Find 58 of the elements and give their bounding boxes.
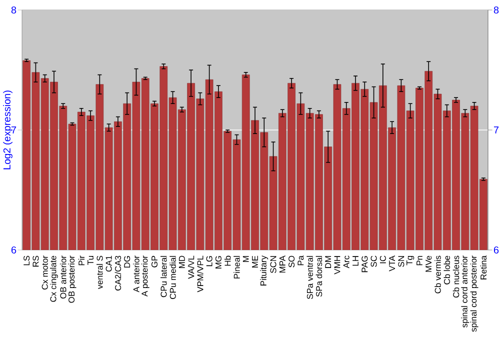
x-tick-label: Cx motor: [42, 256, 48, 290]
x-tick-label: MVe: [426, 256, 432, 272]
x-tick-label: Pineal: [234, 256, 240, 278]
x-tick-label: Pn: [416, 256, 422, 266]
x-tick-label: LH: [352, 256, 358, 266]
x-tick-label: Retina: [480, 255, 487, 280]
x-tick-label: SPa dorsal: [316, 256, 322, 297]
x-tick-label: LS: [24, 256, 30, 266]
x-tick-label: DG: [124, 256, 130, 268]
x-tick-label: A posterior: [141, 256, 150, 297]
x-tick-label: SO: [288, 256, 295, 268]
x-tick-label: LG: [206, 256, 212, 266]
x-tick-label: VA/VL: [188, 256, 194, 279]
x-tick-label: Pa: [298, 255, 304, 266]
x-tick-label: OB posterior: [68, 256, 76, 303]
x-tick-label: ME: [252, 256, 258, 268]
x-tick-label: A anterior: [133, 256, 140, 292]
x-tick-label: VMH: [334, 256, 340, 274]
x-tick-label: ventral S: [96, 256, 103, 289]
x-tick-label: MPA: [279, 255, 286, 273]
x-tick-label: GP: [151, 256, 158, 268]
x-tick-label: VTA: [389, 255, 395, 272]
x-tick-label: Arc: [343, 256, 350, 268]
x-tick-label: CA2/CA3: [114, 256, 122, 290]
x-tick-label: SPa ventral: [306, 256, 313, 300]
y-axis-title: Log2 (expression): [3, 90, 12, 170]
y2-tick-label: 6: [494, 246, 499, 254]
x-tick-label: M: [242, 256, 249, 262]
y-tick-label: 8: [11, 6, 16, 14]
x-tick-label: Tu: [88, 256, 94, 265]
x-tick-label: Cb nucleus: [452, 256, 460, 298]
x-tick-label: Tg: [406, 256, 414, 266]
x-tick-label: PAG: [362, 256, 368, 272]
x-tick-label: MG: [215, 256, 222, 268]
x-tick-label: CPu lateral: [160, 256, 167, 298]
y-tick-label: 7: [12, 126, 16, 134]
x-tick-label: IC: [380, 256, 386, 264]
y2-tick-label: 8: [494, 6, 499, 14]
y-tick-label: 6: [11, 246, 16, 254]
x-tick-label: SC: [370, 256, 377, 267]
x-tick-label: Cb vermis: [434, 256, 441, 294]
x-tick-label: SCN: [270, 256, 276, 274]
x-tick-label: CA1: [106, 256, 112, 272]
x-tick-label: SN: [398, 256, 404, 267]
x-tick-label: Pituitary: [260, 255, 268, 286]
x-tick-label: RS: [32, 256, 39, 267]
x-tick-label: DM: [325, 256, 332, 268]
x-tick-label: spinal cord anterior: [461, 256, 470, 328]
x-tick-label: Pir: [78, 256, 84, 266]
x-tick-label: OB anterior: [60, 256, 66, 299]
x-tick-label: Hb: [224, 256, 231, 266]
x-tick-label: Cb lobe: [444, 256, 450, 284]
x-tick-label: MD: [178, 256, 185, 268]
x-tick-label: VPM/VPL: [197, 256, 204, 292]
x-tick-label: spinal cord posterior: [470, 256, 478, 332]
y2-tick-label: 7: [494, 126, 499, 134]
x-tick-label: Cx cingulate: [50, 256, 58, 302]
x-tick-label: CPu medial: [170, 256, 176, 299]
